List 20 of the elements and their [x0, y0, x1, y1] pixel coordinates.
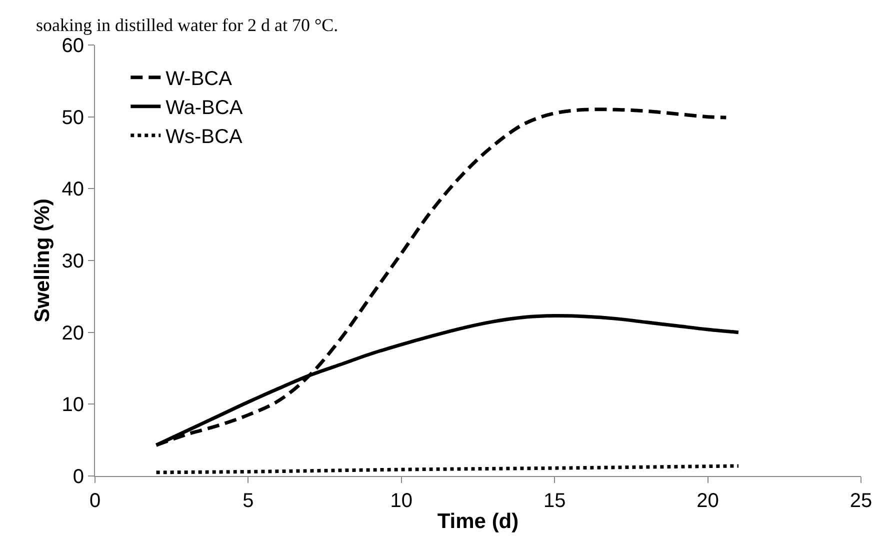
text: soaking in distilled water for 2 d at 70 °C. [36, 15, 338, 35]
y-tick-label: 60 [62, 35, 84, 57]
x-tick-label: 0 [89, 490, 101, 512]
line-series [154, 464, 740, 474]
x-tick-label: 5 [242, 490, 254, 512]
y-tick-label: 0 [72, 466, 84, 488]
x-tick-label: 20 [696, 490, 719, 512]
x-tick-label: 25 [850, 490, 872, 512]
x-axis-title: Time (d) [437, 510, 519, 534]
y-tick-label: 40 [62, 178, 84, 201]
legend-label: Wa-BCA [166, 97, 244, 120]
y-tick-label: 10 [62, 394, 84, 416]
y-axis-title: Swelling (%) [30, 198, 54, 322]
y-tick-label: 30 [62, 250, 84, 272]
legend-label: Ws-BCA [166, 126, 243, 148]
y-tick-label: 20 [62, 322, 84, 344]
x-tick-label: 15 [543, 490, 566, 512]
x-tick-label: 10 [390, 490, 413, 512]
y-tick-label: 50 [62, 106, 84, 129]
legend-label: W-BCA [166, 68, 233, 90]
